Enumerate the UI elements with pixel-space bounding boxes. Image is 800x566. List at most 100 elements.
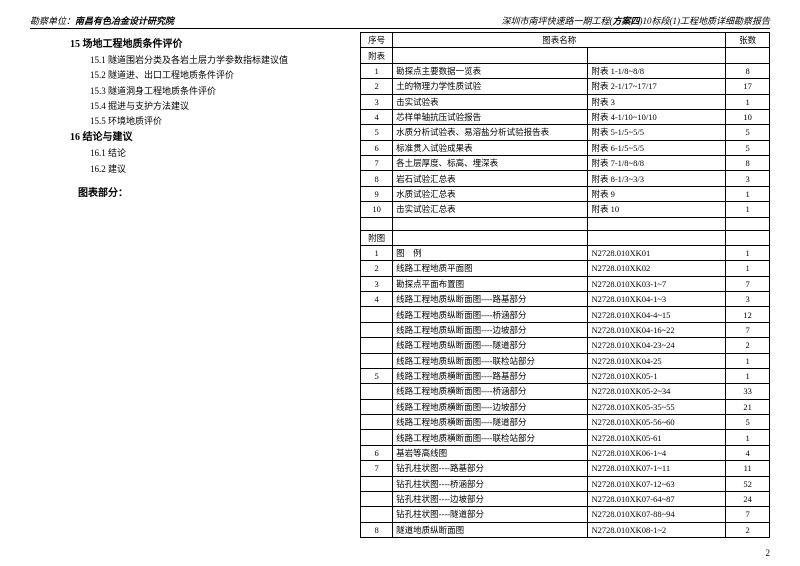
cell-num: [361, 430, 393, 445]
cell-tag: N2728.010XK04-1~3: [588, 292, 726, 307]
table-row: 2土的物理力学性质试验附表 2-1/17~17/1717: [361, 79, 770, 94]
cell-name: 线路工程地质纵断面图----桥涵部分: [393, 307, 588, 322]
cell-count: 3: [726, 292, 770, 307]
cell-count: 1: [726, 245, 770, 260]
toc-column: 15 场地工程地质条件评价 15.1 隧道围岩分类及各岩土层力学参数指标建议值 …: [30, 32, 360, 538]
cell-num: 1: [361, 63, 393, 78]
cell-count: 33: [726, 384, 770, 399]
cell-count: 5: [726, 415, 770, 430]
cell-count: 17: [726, 79, 770, 94]
section-2-label: 附图: [361, 230, 393, 245]
cell-num: [361, 307, 393, 322]
table-row: 1勘探点主要数据一览表附表 1-1/8~8/88: [361, 63, 770, 78]
cell-tag: 附表 3: [588, 94, 726, 109]
cell-num: 6: [361, 445, 393, 460]
cell-tag: 附表 4-1/10~10/10: [588, 109, 726, 124]
table-row: 3勘探点平面布置图N2728.010XK03-1~77: [361, 276, 770, 291]
table-row: 线路工程地质纵断面图----边坡部分N2728.010XK04-16~227: [361, 322, 770, 337]
cell-count: 8: [726, 63, 770, 78]
cell-name: 各土层厚度、标高、埋深表: [393, 156, 588, 171]
cell-count: 1: [726, 353, 770, 368]
cell-count: 1: [726, 202, 770, 217]
cell-count: 2: [726, 338, 770, 353]
table-row: 8岩石试验汇总表附表 8-1/3~3/33: [361, 171, 770, 186]
cell-count: 5: [726, 140, 770, 155]
cell-count: 4: [726, 445, 770, 460]
cell-tag: N2728.010XK05-61: [588, 430, 726, 445]
cell-count: 3: [726, 171, 770, 186]
cell-num: 7: [361, 156, 393, 171]
cell-name: 芯样单轴抗压试验报告: [393, 109, 588, 124]
cell-name: 隧道地质纵断面图: [393, 522, 588, 537]
cell-name: 线路工程地质横断面图----联检站部分: [393, 430, 588, 445]
cell-num: 10: [361, 202, 393, 217]
cell-num: [361, 322, 393, 337]
cell-num: [361, 399, 393, 414]
cell-name: 线路工程地质纵断面图----联检站部分: [393, 353, 588, 368]
cell-name: 钻孔柱状图----隧道部分: [393, 507, 588, 522]
cell-name: 线路工程地质横断面图----边坡部分: [393, 399, 588, 414]
cell-num: 6: [361, 140, 393, 155]
cell-count: 24: [726, 491, 770, 506]
cell-num: 3: [361, 94, 393, 109]
cell-count: 12: [726, 307, 770, 322]
cell-tag: N2728.010XK07-64~87: [588, 491, 726, 506]
cell-num: 4: [361, 109, 393, 124]
cell-name: 线路工程地质纵断面图----边坡部分: [393, 322, 588, 337]
cell-name: 线路工程地质横断面图----桥涵部分: [393, 384, 588, 399]
cell-tag: N2728.010XK07-88~94: [588, 507, 726, 522]
cell-name: 基岩等高线图: [393, 445, 588, 460]
header-right-bold: 方案四: [612, 16, 639, 26]
header-left-org: 南昌有色冶金设计研究院: [75, 16, 174, 26]
cell-name: 线路工程地质纵断面图----路基部分: [393, 292, 588, 307]
table-row: 线路工程地质横断面图----联检站部分N2728.010XK05-611: [361, 430, 770, 445]
cell-tag: 附表 9: [588, 186, 726, 201]
cell-name: 击实试验表: [393, 94, 588, 109]
cell-name: 线路工程地质横断面图----隧道部分: [393, 415, 588, 430]
table-column: 序号 图表名称 张数 附表 1勘探点主要数据一览表附表 1-1/8~8/882土…: [360, 32, 770, 538]
toc-item-16-2: 16.2 建议: [70, 162, 360, 177]
cell-num: [361, 338, 393, 353]
toc-section-16: 16 结论与建议: [70, 129, 360, 146]
cell-count: 7: [726, 322, 770, 337]
cell-tag: N2728.010XK04-23~24: [588, 338, 726, 353]
cell-count: 5: [726, 125, 770, 140]
table-row: 钻孔柱状图----桥涵部分N2728.010XK07-12~6352: [361, 476, 770, 491]
cell-num: 5: [361, 125, 393, 140]
cell-name: 线路工程地质纵断面图----隧道部分: [393, 338, 588, 353]
cell-tag: N2728.010XK02: [588, 261, 726, 276]
cell-num: 1: [361, 245, 393, 260]
cell-tag: N2728.010XK05-35~55: [588, 399, 726, 414]
table-header-row: 序号 图表名称 张数: [361, 33, 770, 48]
content-area: 15 场地工程地质条件评价 15.1 隧道围岩分类及各岩土层力学参数指标建议值 …: [30, 32, 770, 538]
toc-item-15-4: 15.4 掘进与支护方法建议: [70, 99, 360, 114]
cell-tag: N2728.010XK05-2~34: [588, 384, 726, 399]
cell-num: 2: [361, 261, 393, 276]
cell-tag: 附表 5-1/5~5/5: [588, 125, 726, 140]
cell-name: 线路工程地质横断面图----路基部分: [393, 368, 588, 383]
table-row: 线路工程地质纵断面图----隧道部分N2728.010XK04-23~242: [361, 338, 770, 353]
cell-count: 1: [726, 430, 770, 445]
cell-name: 土的物理力学性质试验: [393, 79, 588, 94]
cell-tag: 附表 1-1/8~8/8: [588, 63, 726, 78]
cell-count: 7: [726, 276, 770, 291]
table-row: 线路工程地质纵断面图----联检站部分N2728.010XK04-251: [361, 353, 770, 368]
table-row: 3击实试验表附表 31: [361, 94, 770, 109]
table-row: 1图 例N2728.010XK011: [361, 245, 770, 260]
cell-name: 勘探点平面布置图: [393, 276, 588, 291]
cell-name: 岩石试验汇总表: [393, 171, 588, 186]
header-right: 深圳市南坪快速路一期工程(方案四)10标段(1)工程地质详细勘察报告: [501, 14, 770, 27]
cell-name: 钻孔柱状图----边坡部分: [393, 491, 588, 506]
table-row: 8隧道地质纵断面图N2728.010XK08-1~22: [361, 522, 770, 537]
page-number: 2: [766, 548, 771, 558]
header-right-suffix: )10标段(1)工程地质详细勘察报告: [640, 16, 771, 26]
col-header-name: 图表名称: [393, 33, 726, 48]
cell-name: 勘探点主要数据一览表: [393, 63, 588, 78]
header-left: 勘察单位：南昌有色冶金设计研究院: [30, 14, 174, 27]
table-row: 4线路工程地质纵断面图----路基部分N2728.010XK04-1~33: [361, 292, 770, 307]
page-header: 勘察单位：南昌有色冶金设计研究院 深圳市南坪快速路一期工程(方案四)10标段(1…: [30, 14, 770, 29]
section-1-label: 附表: [361, 48, 393, 63]
table-row: 9水质试验汇总表附表 91: [361, 186, 770, 201]
header-left-label: 勘察单位：: [30, 16, 75, 26]
cell-num: 8: [361, 171, 393, 186]
